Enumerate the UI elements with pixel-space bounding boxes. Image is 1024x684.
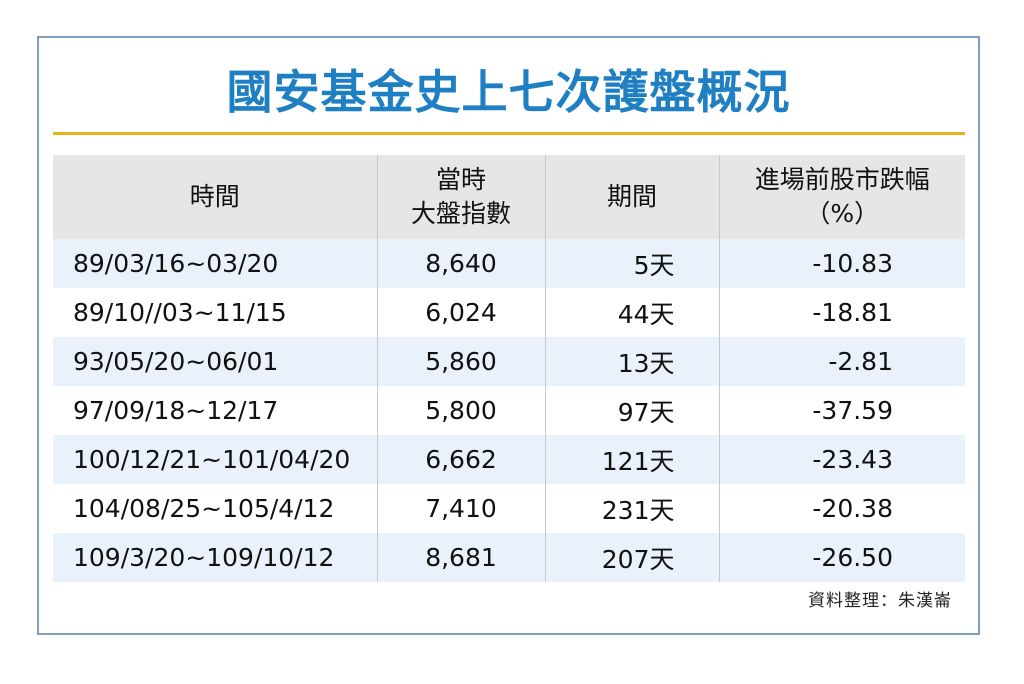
cell-drop: -10.83 — [718, 239, 965, 288]
header-drop-line1: 進場前股市跌幅 — [754, 165, 930, 194]
cell-drop: -2.81 — [718, 337, 965, 386]
header-duration: 期間 — [544, 155, 719, 239]
table-row: 89/10//03~11/15 6,024 44天 -18.81 — [53, 288, 965, 337]
header-index-line2: 大盤指數 — [410, 199, 511, 228]
cell-duration: 97天 — [544, 386, 719, 435]
source-credit: 資料整理：朱漢崙 — [808, 591, 952, 611]
cell-duration: 5天 — [544, 239, 719, 288]
cell-index: 8,681 — [376, 533, 545, 582]
infographic-frame: 國安基金史上七次護盤概況 時間 當時 大盤指數 期間 進場前股市跌幅 （%） 8… — [37, 36, 980, 635]
intervention-table: 時間 當時 大盤指數 期間 進場前股市跌幅 （%） 89/03/16~03/20… — [53, 155, 965, 582]
table-row: 97/09/18~12/17 5,800 97天 -37.59 — [53, 386, 965, 435]
cell-index: 6,024 — [376, 288, 545, 337]
table-row: 100/12/21~101/04/20 6,662 121天 -23.43 — [53, 435, 965, 484]
header-index: 當時 大盤指數 — [376, 155, 545, 239]
cell-duration: 207天 — [544, 533, 719, 582]
header-duration-label: 期間 — [606, 182, 657, 211]
cell-period: 93/05/20~06/01 — [53, 337, 377, 386]
page-title: 國安基金史上七次護盤概況 — [226, 65, 791, 119]
cell-duration: 44天 — [544, 288, 719, 337]
cell-duration: 13天 — [544, 337, 719, 386]
header-period-label: 時間 — [189, 182, 240, 211]
cell-period: 109/3/20~109/10/12 — [53, 533, 377, 582]
cell-index: 8,640 — [376, 239, 545, 288]
cell-period: 104/08/25~105/4/12 — [53, 484, 377, 533]
cell-drop: -18.81 — [718, 288, 965, 337]
cell-index: 5,800 — [376, 386, 545, 435]
cell-drop: -26.50 — [718, 533, 965, 582]
cell-duration: 121天 — [544, 435, 719, 484]
table-row: 104/08/25~105/4/12 7,410 231天 -20.38 — [53, 484, 965, 533]
header-index-line1: 當時 — [435, 165, 486, 194]
cell-index: 6,662 — [376, 435, 545, 484]
cell-period: 100/12/21~101/04/20 — [53, 435, 377, 484]
cell-drop: -23.43 — [718, 435, 965, 484]
title-divider — [53, 132, 965, 135]
table-header-row: 時間 當時 大盤指數 期間 進場前股市跌幅 （%） — [53, 155, 965, 239]
cell-period: 89/10//03~11/15 — [53, 288, 377, 337]
cell-index: 5,860 — [376, 337, 545, 386]
table-row: 109/3/20~109/10/12 8,681 207天 -26.50 — [53, 533, 965, 582]
cell-drop: -20.38 — [718, 484, 965, 533]
header-period: 時間 — [53, 155, 377, 239]
cell-drop: -37.59 — [718, 386, 965, 435]
cell-period: 97/09/18~12/17 — [53, 386, 377, 435]
table-row: 93/05/20~06/01 5,860 13天 -2.81 — [53, 337, 965, 386]
cell-period: 89/03/16~03/20 — [53, 239, 377, 288]
table-row: 89/03/16~03/20 8,640 5天 -10.83 — [53, 239, 965, 288]
cell-duration: 231天 — [544, 484, 719, 533]
header-drop-line2: （%） — [805, 199, 880, 228]
cell-index: 7,410 — [376, 484, 545, 533]
header-drop: 進場前股市跌幅 （%） — [718, 155, 965, 239]
